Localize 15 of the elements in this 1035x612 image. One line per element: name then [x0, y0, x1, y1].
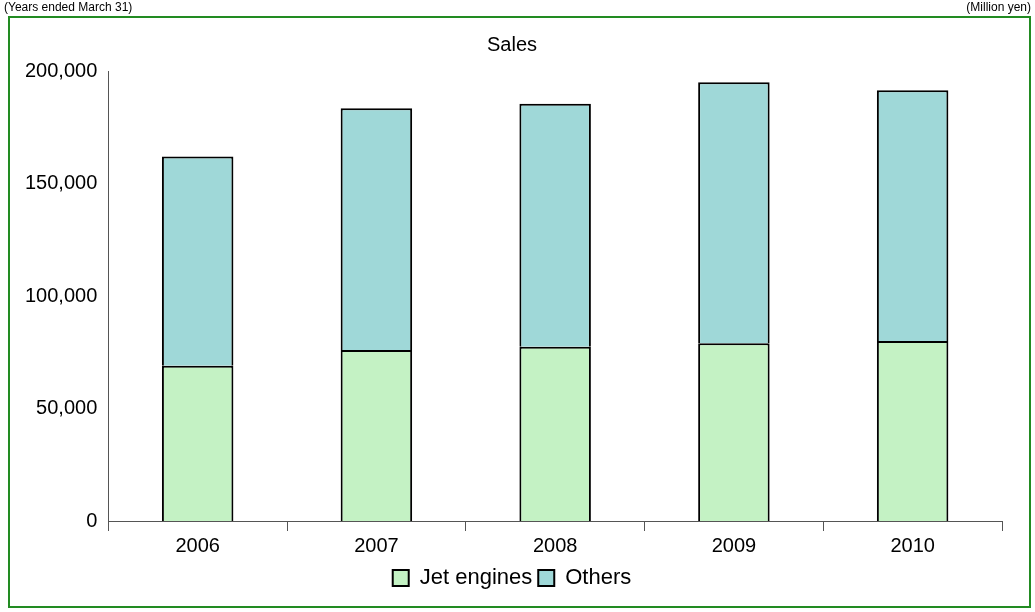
- x-tick-label: 2010: [890, 533, 935, 556]
- y-tick-label: 150,000: [25, 171, 98, 194]
- x-tick-label: 2006: [175, 533, 220, 556]
- y-tick-label: 50,000: [36, 396, 98, 419]
- y-tick-label: 200,000: [25, 58, 98, 81]
- x-tick-label: 2008: [532, 533, 578, 556]
- chart-title: Sales: [486, 32, 538, 55]
- x-tick-label: 2009: [711, 533, 757, 556]
- legend-label: Others: [565, 564, 632, 590]
- legend-label: Jet engines: [419, 564, 533, 590]
- y-tick-label: 100,000: [25, 283, 98, 306]
- y-tick-label: 0: [86, 508, 98, 531]
- text: (Million yen): [966, 0, 1031, 14]
- x-tick-label: 2007: [354, 533, 399, 556]
- text: (Years ended March 31): [4, 0, 133, 14]
